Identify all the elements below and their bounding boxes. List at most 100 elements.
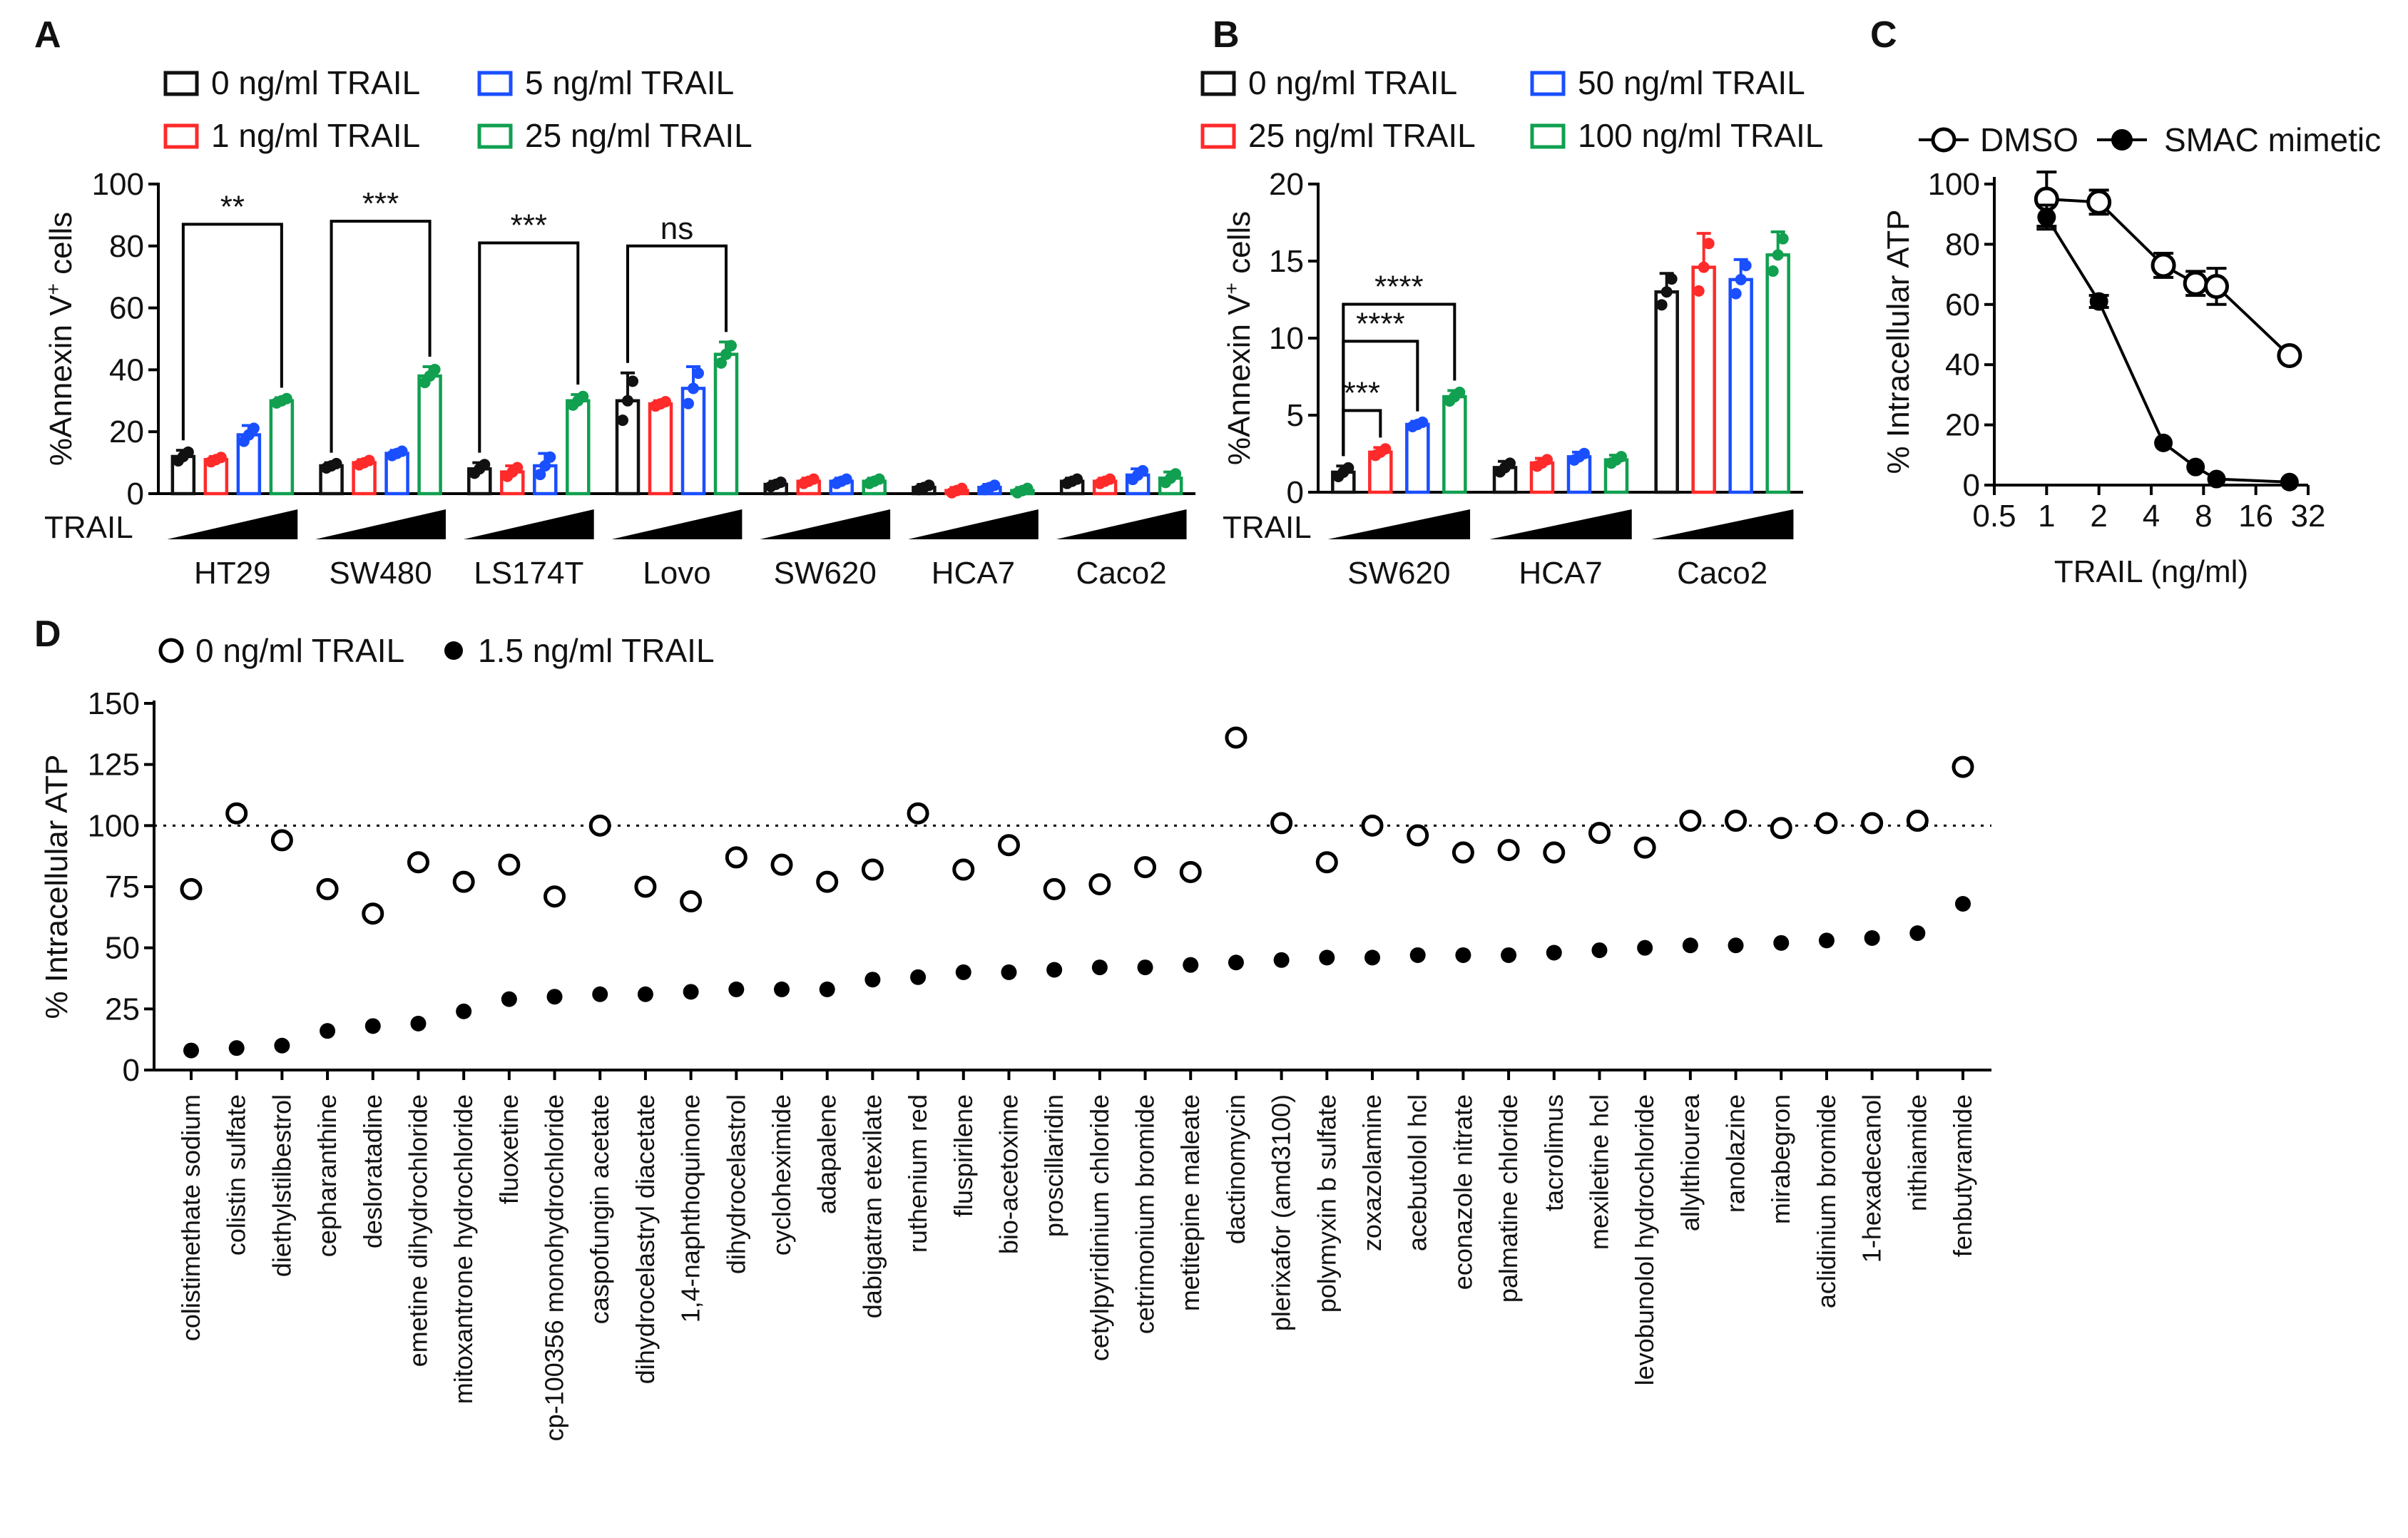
panel-label-b: B xyxy=(1213,14,1240,56)
legend-swatch xyxy=(1530,71,1566,96)
y-tick-label: 40 xyxy=(109,352,144,387)
replicate-dot xyxy=(725,340,737,352)
category-label: HCA7 xyxy=(932,556,1015,591)
replicate-dot xyxy=(1616,451,1627,463)
y-tick-label: 50 xyxy=(105,931,140,966)
data-point-filled xyxy=(637,986,653,1002)
data-point-filled xyxy=(2089,292,2108,311)
drug-label: fenbutyramide xyxy=(1948,1094,1977,1257)
replicate-dot xyxy=(627,375,638,387)
drug-label: caspofungin acetate xyxy=(585,1094,614,1324)
bar xyxy=(1442,394,1467,494)
y-axis-title-superscript: + xyxy=(1220,282,1243,294)
x-tick-label: 8 xyxy=(2195,499,2212,534)
legend-marker-open xyxy=(1931,127,1956,153)
replicate-dot xyxy=(923,479,935,492)
data-point-open xyxy=(1861,812,1884,835)
data-point-filled xyxy=(1728,937,1744,954)
y-tick-label: 100 xyxy=(1928,167,1980,202)
data-point-filled xyxy=(683,984,699,1000)
replicate-dot xyxy=(715,357,727,369)
data-point-filled xyxy=(456,1003,472,1019)
replicate-dot xyxy=(1656,299,1668,311)
significance-bracket xyxy=(181,223,283,441)
significance-label: *** xyxy=(511,208,547,243)
bar xyxy=(1691,265,1716,494)
drug-label: polymyxin b sulfate xyxy=(1312,1094,1341,1313)
panel-c-line-chart: 0 20 40 60 80 100 0.5 1 2 4 8 16 32 TRAIL (ng/ml) % In… xyxy=(1881,167,2325,589)
data-point-filled xyxy=(364,1018,381,1034)
y-tick-label: 80 xyxy=(109,229,144,264)
y-tick-label: 100 xyxy=(92,167,144,202)
data-point-filled xyxy=(1319,949,1335,966)
data-point-open xyxy=(270,829,293,852)
y-tick-label: 20 xyxy=(109,414,144,449)
x-tick-label: 0.5 xyxy=(1972,499,2016,534)
data-point-open xyxy=(362,902,384,925)
replicate-dot xyxy=(248,422,260,434)
data-point-open xyxy=(452,870,475,893)
data-point-filled xyxy=(1455,947,1471,963)
drug-label: plerixafor (amd3100) xyxy=(1267,1094,1296,1331)
replicate-dot xyxy=(511,462,524,474)
replicate-dot xyxy=(1379,443,1392,455)
x-tick-label: 16 xyxy=(2238,499,2273,534)
legend-marker-open xyxy=(158,638,184,663)
significance-label: **** xyxy=(1356,306,1405,341)
data-point-filled xyxy=(228,1040,245,1056)
x-tick-label: 32 xyxy=(2291,499,2326,534)
data-point-filled xyxy=(2280,472,2299,492)
replicate-dot xyxy=(1740,260,1752,272)
replicate-dot xyxy=(479,459,491,471)
bar xyxy=(269,399,295,496)
data-point-filled xyxy=(2207,469,2226,489)
trail-gradient-wedge xyxy=(1651,509,1794,539)
replicate-dot xyxy=(617,414,628,427)
data-point-filled xyxy=(1046,962,1063,978)
data-point-filled xyxy=(1637,939,1653,956)
panel-c: C DMSO SMAC mimetic 0 20 40 60 80 100 0.5 1 2 4 8 16… xyxy=(1870,14,2381,589)
drug-label: dabigatran etexilate xyxy=(857,1094,887,1318)
replicate-dot xyxy=(1777,233,1789,245)
data-point-open xyxy=(316,877,339,900)
panel-a-bar-chart: 0 20 40 60 80 100 %Annexin V+ cells HT29 SW480 LS… xyxy=(42,167,1195,591)
data-point-open xyxy=(544,885,566,908)
legend-label: DMSO xyxy=(1980,121,2078,158)
y-axis-title-superscript: + xyxy=(42,283,64,295)
drug-label: colistimethate sodium xyxy=(176,1094,205,1341)
legend-swatch xyxy=(163,71,199,96)
bar xyxy=(1654,290,1679,494)
legend-label: 100 ng/ml TRAIL xyxy=(1578,117,1823,154)
drug-label: cycloheximide xyxy=(767,1094,796,1256)
replicate-dot xyxy=(989,479,1001,492)
legend-swatch xyxy=(477,123,513,149)
replicate-dot xyxy=(956,482,968,494)
drug-label: econazole nitrate xyxy=(1448,1094,1477,1290)
data-point-filled xyxy=(819,981,835,997)
y-axis-title: % Intracellular ATP xyxy=(1881,210,1916,474)
replicate-dot xyxy=(396,445,408,457)
y-tick-label: 100 xyxy=(88,808,140,843)
panel-b-legend: 0 ng/ml TRAIL 25 ng/ml TRAIL 50 ng/ml TRAI… xyxy=(1200,64,1823,154)
panel-b-bar-chart: 0 5 10 15 20 %Annexin V+ cells SW620 HCA7 Caco2 T… xyxy=(1220,167,1803,591)
panel-label-c: C xyxy=(1870,14,1897,56)
drug-label: 1-hexadecanol xyxy=(1857,1094,1887,1263)
replicate-dot xyxy=(775,476,787,488)
data-point-open xyxy=(680,890,703,913)
drug-label: metitepine maleate xyxy=(1175,1094,1205,1311)
bar xyxy=(648,402,673,496)
category-label: Caco2 xyxy=(1677,556,1767,591)
data-point-filled xyxy=(1818,932,1835,949)
y-tick-label: 60 xyxy=(1945,287,1980,322)
replicate-dot xyxy=(660,396,671,408)
data-point-filled xyxy=(1591,942,1608,959)
drug-label: diethylstilbestrol xyxy=(267,1094,296,1277)
data-point-open xyxy=(725,846,748,869)
replicate-dot xyxy=(1454,387,1466,399)
replicate-dot xyxy=(1693,285,1705,297)
data-point-filled xyxy=(864,972,881,988)
y-tick-label: 10 xyxy=(1269,321,1304,356)
drug-label: dihydrocelastrol xyxy=(721,1094,750,1274)
replicate-dot xyxy=(1730,287,1742,300)
